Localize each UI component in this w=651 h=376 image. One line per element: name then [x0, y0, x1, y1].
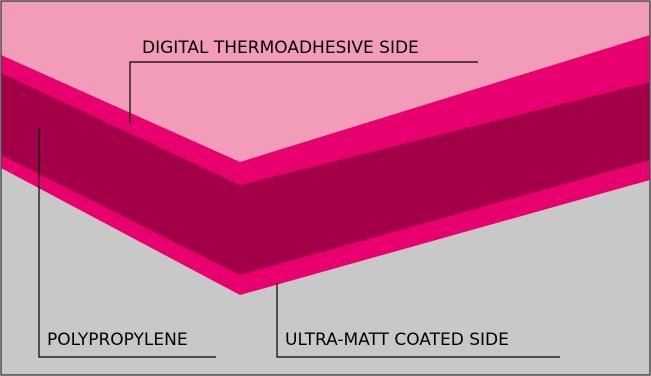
polypropylene-core-layer	[1, 73, 650, 275]
bottom-side-leader-line	[276, 283, 560, 358]
top-side-label: DIGITAL THERMOADHESIVE SIDE	[142, 38, 419, 58]
top-side-leader-line	[129, 61, 478, 125]
core-label: POLYPROPYLENE	[47, 330, 188, 350]
core-leader-line	[38, 128, 216, 358]
bottom-side-label: ULTRA-MATT COATED SIDE	[285, 330, 509, 350]
